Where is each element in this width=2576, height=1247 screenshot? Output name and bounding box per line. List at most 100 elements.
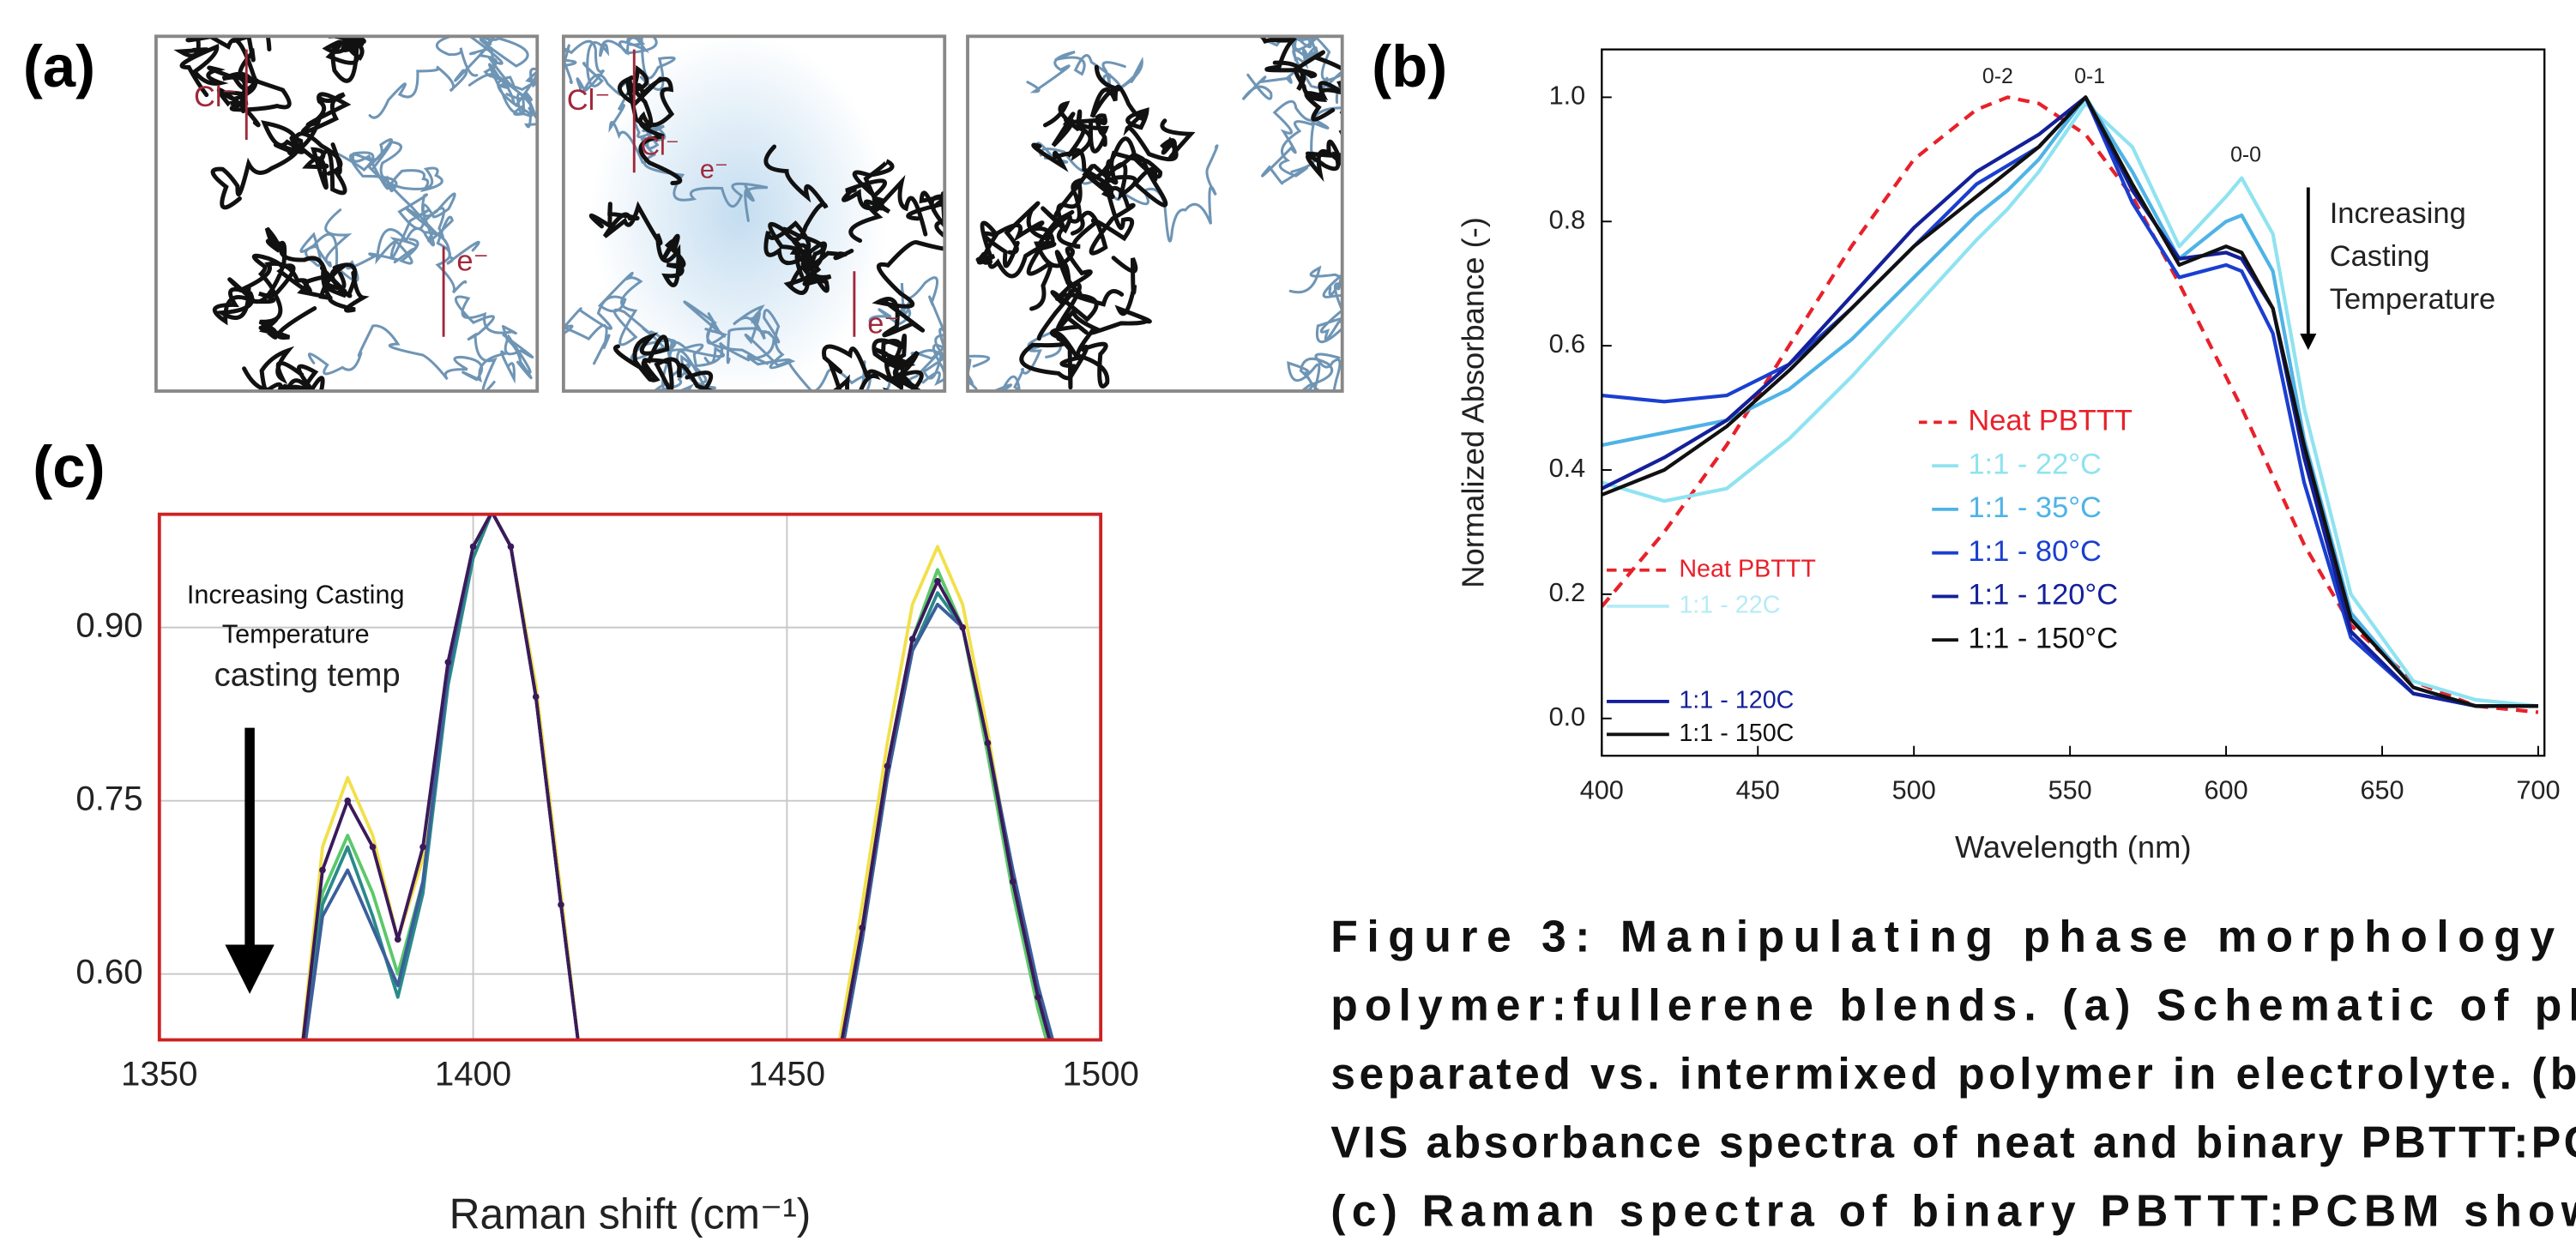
plot-frame	[157, 512, 1103, 1042]
legend-label: 1:1 - 22°C	[1968, 448, 2102, 480]
plot-area	[300, 514, 1055, 1040]
x-tick-label: 450	[1736, 775, 1780, 804]
peak-label: 0-2	[1982, 64, 2013, 88]
series-marker	[369, 843, 377, 851]
schematic-label: e⁻	[867, 308, 899, 340]
y-tick-label: 0.60	[75, 952, 142, 991]
legend-label: 1:1 - 150°C	[1968, 622, 2118, 654]
caption-line: Figure 3: Manipulating phase morphology	[1330, 911, 2555, 961]
polymer-chain	[375, 207, 480, 294]
polymer-chain	[1287, 352, 1342, 392]
polymer-chain	[210, 136, 347, 210]
polymer-chain	[1288, 265, 1342, 344]
x-tick-label: 700	[2516, 775, 2560, 804]
polymer-chain	[179, 44, 292, 128]
polymer-chain	[588, 201, 686, 287]
y-tick-label: 1.0	[1549, 81, 1586, 111]
caption-line: VIS absorbance spectra of neat and binar…	[1330, 1117, 2576, 1166]
polymer-chain	[563, 271, 656, 365]
schematic-label: e⁻	[456, 245, 488, 278]
panel-label: (c)	[33, 434, 105, 500]
polymer-chain	[322, 36, 366, 83]
polymer-chain	[468, 63, 538, 129]
annotation: Temperature	[2330, 283, 2496, 316]
schematic-label: e⁻	[700, 154, 728, 184]
series-marker	[419, 843, 426, 851]
caption-line: (c) Raman spectra of binary PBTTT:PCBM s…	[1330, 1186, 2576, 1236]
series-marker	[984, 739, 992, 747]
series-marker	[1035, 993, 1041, 1001]
annotation: Temperature	[222, 619, 370, 648]
polymer-chain	[242, 346, 325, 392]
schematic-label: Cl⁻	[641, 132, 679, 161]
polymer-chain	[582, 36, 676, 91]
polymer-chain	[822, 344, 919, 392]
ghost-legend-label: Neat PBTTT	[1679, 555, 1816, 582]
polymer-chain	[968, 328, 1063, 392]
y-tick-label: 0.8	[1549, 205, 1586, 234]
series-marker	[908, 636, 916, 642]
annotation: Increasing	[2330, 197, 2466, 230]
series-marker	[344, 797, 352, 804]
x-axis-label: Wavelength (nm)	[1955, 829, 2192, 864]
x-tick-label: 400	[1580, 775, 1624, 804]
schematic-panel	[563, 36, 945, 392]
series-marker	[394, 936, 401, 943]
polymer-chain	[1083, 136, 1168, 208]
polymer-chain	[872, 190, 945, 338]
polymer-chain	[227, 261, 370, 313]
series-marker	[444, 659, 452, 666]
series-marker	[884, 762, 891, 770]
series-line	[1602, 95, 2538, 708]
x-tick-label: 500	[1892, 775, 1936, 804]
polymer-chain	[1258, 36, 1329, 89]
y-tick-label: 0.6	[1549, 329, 1586, 358]
x-tick-label: 1450	[749, 1054, 825, 1093]
peak-label: 0-0	[2230, 143, 2261, 167]
series-line	[1602, 101, 2539, 708]
series-marker	[859, 925, 866, 931]
peak-label: 0-1	[2074, 64, 2105, 88]
schematic-panel	[173, 36, 538, 392]
schematic-frame	[154, 34, 540, 393]
annotation: Increasing Casting	[187, 580, 405, 609]
schematic-label: Cl⁻	[567, 84, 611, 117]
legend-label: 1:1 - 35°C	[1968, 491, 2102, 524]
polymer-chain	[261, 92, 352, 176]
polymer-chain	[307, 324, 516, 384]
annotation: Casting	[2330, 240, 2430, 273]
series-marker	[934, 577, 941, 585]
y-tick-label: 0.2	[1549, 578, 1586, 607]
legend-label: 1:1 - 120°C	[1968, 579, 2118, 611]
plot-frame	[1601, 48, 2546, 757]
y-tick-label: 0.75	[75, 779, 142, 817]
polymer-chain	[683, 300, 792, 367]
polymer-chain	[1042, 100, 1135, 249]
panel-label: (a)	[23, 33, 95, 99]
polymer-chain	[726, 304, 889, 392]
schematic-label: Cl⁻	[194, 81, 238, 113]
ghost-legend-label: 1:1 - 150C	[1679, 720, 1794, 747]
polymer-chain	[612, 332, 717, 392]
series-marker	[469, 543, 477, 551]
y-tick-label: 0.4	[1549, 454, 1586, 483]
polymer-chain	[258, 226, 347, 340]
panel-label: (b)	[1372, 33, 1447, 99]
x-tick-label: 600	[2205, 775, 2248, 804]
annotation: casting temp	[214, 656, 401, 693]
ghost-legend-label: 1:1 - 22C	[1679, 591, 1780, 618]
polymer-chain	[842, 159, 928, 244]
polymer-chain	[1089, 64, 1196, 162]
polymer-chain	[1031, 109, 1110, 172]
polymer-chain	[368, 36, 529, 119]
polymer-chain	[1272, 50, 1342, 183]
ghost-legend-label: 1:1 - 120C	[1679, 687, 1794, 714]
polymer-chain	[652, 340, 751, 392]
polymer-chain	[348, 138, 443, 193]
polymer-chain	[1261, 99, 1342, 185]
x-tick-label: 550	[2048, 775, 2092, 804]
y-tick-label: 0.0	[1549, 702, 1586, 732]
series-marker	[507, 543, 515, 551]
